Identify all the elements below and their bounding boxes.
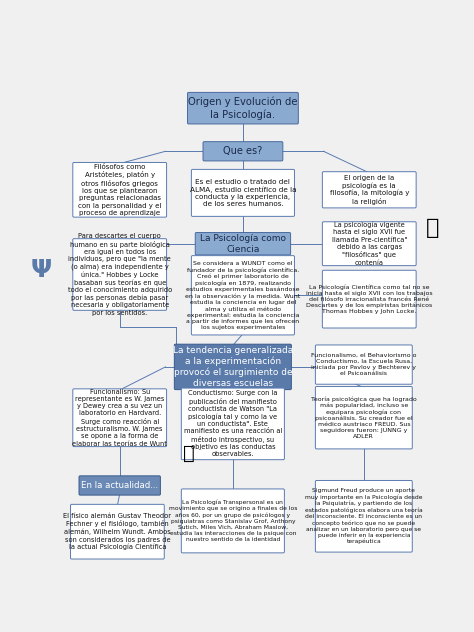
Text: Funcionalismo: Su
representante es W. James
y Dewey crea a su vez un
laboratorio: Funcionalismo: Su representante es W. Ja… <box>72 389 167 447</box>
FancyBboxPatch shape <box>73 389 166 447</box>
Text: La Psicología como
Ciencia: La Psicología como Ciencia <box>200 234 286 253</box>
FancyBboxPatch shape <box>71 504 164 559</box>
FancyBboxPatch shape <box>73 239 166 310</box>
Text: La psicología vigente
hasta el siglo XVII fue
llamada Pre-científica"
debido a l: La psicología vigente hasta el siglo XVI… <box>331 222 407 265</box>
FancyBboxPatch shape <box>73 162 166 217</box>
Text: Filósofos como
Aristóteles, platón y
otros filósofos griegos
los que se plantear: Filósofos como Aristóteles, platón y otr… <box>78 164 161 216</box>
Text: El origen de la
psicología es la
filosofía, la mitología y
la religión: El origen de la psicología es la filosof… <box>329 174 409 205</box>
FancyBboxPatch shape <box>188 92 298 124</box>
FancyBboxPatch shape <box>182 489 284 553</box>
FancyBboxPatch shape <box>322 222 416 265</box>
Text: Sigmund Freud produce un aporte
muy importante en la Psicología desde
la Psiquia: Sigmund Freud produce un aporte muy impo… <box>305 488 423 544</box>
Text: El físico alemán Gustav Theodor
Fechner y el fisiólogo, también
alemán, Wilhelm : El físico alemán Gustav Theodor Fechner … <box>64 513 172 550</box>
Text: Origen y Evolución de
la Psicología.: Origen y Evolución de la Psicología. <box>188 97 298 119</box>
Text: Funcionalismo, el Behaviorismo o
Conductismo, la Escuela Rusa,
iniciada por Pavl: Funcionalismo, el Behaviorismo o Conduct… <box>311 353 417 376</box>
Text: Se considera a WUNDT como el
fundador de la psicología científica.
Creó el prime: Se considera a WUNDT como el fundador de… <box>185 261 301 330</box>
FancyBboxPatch shape <box>195 233 291 255</box>
FancyBboxPatch shape <box>315 480 412 552</box>
Text: Conductismo: Surge con la
publicación del manifiesto
conductista de Watson "La
p: Conductismo: Surge con la publicación de… <box>183 391 282 458</box>
FancyBboxPatch shape <box>191 169 294 216</box>
FancyBboxPatch shape <box>182 388 284 459</box>
FancyBboxPatch shape <box>203 142 283 161</box>
Text: La tendencia generalizada
a la experimentación
provocó el surgimiento de
diversa: La tendencia generalizada a la experimen… <box>173 346 293 388</box>
Text: Es el estudio o tratado del
ALMA, estudio científico de la
conducta y la experie: Es el estudio o tratado del ALMA, estudi… <box>190 179 296 207</box>
Text: La Psicología Transpersonal es un
movimiento que se origino a finales de los
año: La Psicología Transpersonal es un movimi… <box>169 500 297 542</box>
FancyBboxPatch shape <box>322 172 416 208</box>
Text: La Psicología Científica como tal no se
inicia hasta el siglo XVII con los traba: La Psicología Científica como tal no se … <box>306 284 433 314</box>
FancyBboxPatch shape <box>315 387 412 449</box>
Text: En la actualidad...: En la actualidad... <box>81 481 158 490</box>
Text: Que es?: Que es? <box>223 146 263 156</box>
FancyBboxPatch shape <box>322 270 416 328</box>
FancyBboxPatch shape <box>79 476 160 495</box>
FancyBboxPatch shape <box>315 345 412 384</box>
FancyBboxPatch shape <box>191 255 294 335</box>
Text: Teoría psicológica que ha logrado
más popularidad, incluso se
equipara psicologí: Teoría psicológica que ha logrado más po… <box>311 396 417 439</box>
FancyBboxPatch shape <box>174 344 292 389</box>
Text: Para descartes el cuerpo
humano en su parte biológica
era igual en todos los
ind: Para descartes el cuerpo humano en su pa… <box>68 233 172 315</box>
